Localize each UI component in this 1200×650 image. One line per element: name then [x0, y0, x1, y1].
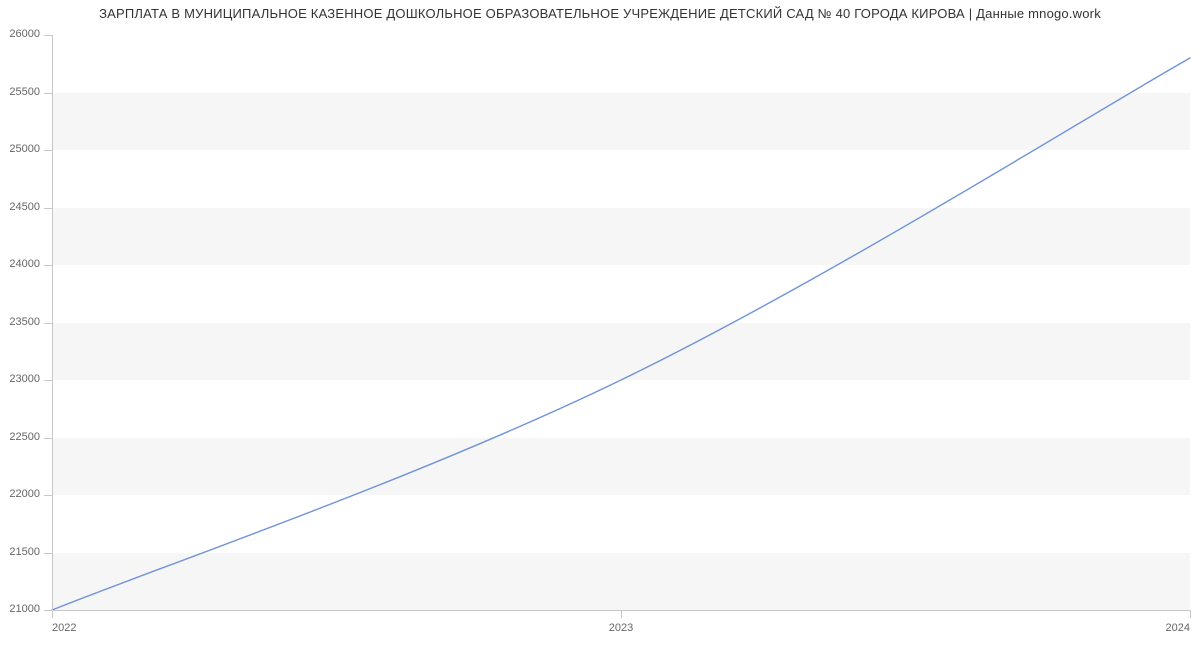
x-tick [1190, 610, 1191, 618]
line-series [52, 35, 1190, 610]
y-tick-label: 26000 [0, 28, 40, 40]
x-tick-label: 2023 [609, 622, 633, 634]
y-tick-label: 23000 [0, 373, 40, 385]
y-tick [44, 93, 52, 94]
y-tick [44, 265, 52, 266]
y-tick-label: 25000 [0, 143, 40, 155]
y-tick-label: 22500 [0, 431, 40, 443]
y-tick-label: 22000 [0, 488, 40, 500]
series-line [52, 58, 1190, 610]
x-tick [621, 610, 622, 618]
y-tick [44, 150, 52, 151]
y-axis-line [52, 35, 53, 610]
y-tick-label: 21500 [0, 546, 40, 558]
y-tick [44, 438, 52, 439]
y-tick [44, 35, 52, 36]
plot-area: 2100021500220002250023000235002400024500… [52, 35, 1190, 610]
y-tick [44, 553, 52, 554]
y-tick-label: 25500 [0, 86, 40, 98]
y-tick-label: 21000 [0, 603, 40, 615]
x-tick-label: 2022 [52, 622, 76, 634]
y-tick [44, 380, 52, 381]
y-tick-label: 23500 [0, 316, 40, 328]
y-tick [44, 323, 52, 324]
y-tick [44, 610, 52, 611]
x-tick [52, 610, 53, 618]
y-tick [44, 208, 52, 209]
chart-title: ЗАРПЛАТА В МУНИЦИПАЛЬНОЕ КАЗЕННОЕ ДОШКОЛ… [0, 6, 1200, 21]
x-tick-label: 2024 [1166, 622, 1190, 634]
y-tick-label: 24500 [0, 201, 40, 213]
y-tick-label: 24000 [0, 258, 40, 270]
chart-container: ЗАРПЛАТА В МУНИЦИПАЛЬНОЕ КАЗЕННОЕ ДОШКОЛ… [0, 0, 1200, 650]
y-tick [44, 495, 52, 496]
